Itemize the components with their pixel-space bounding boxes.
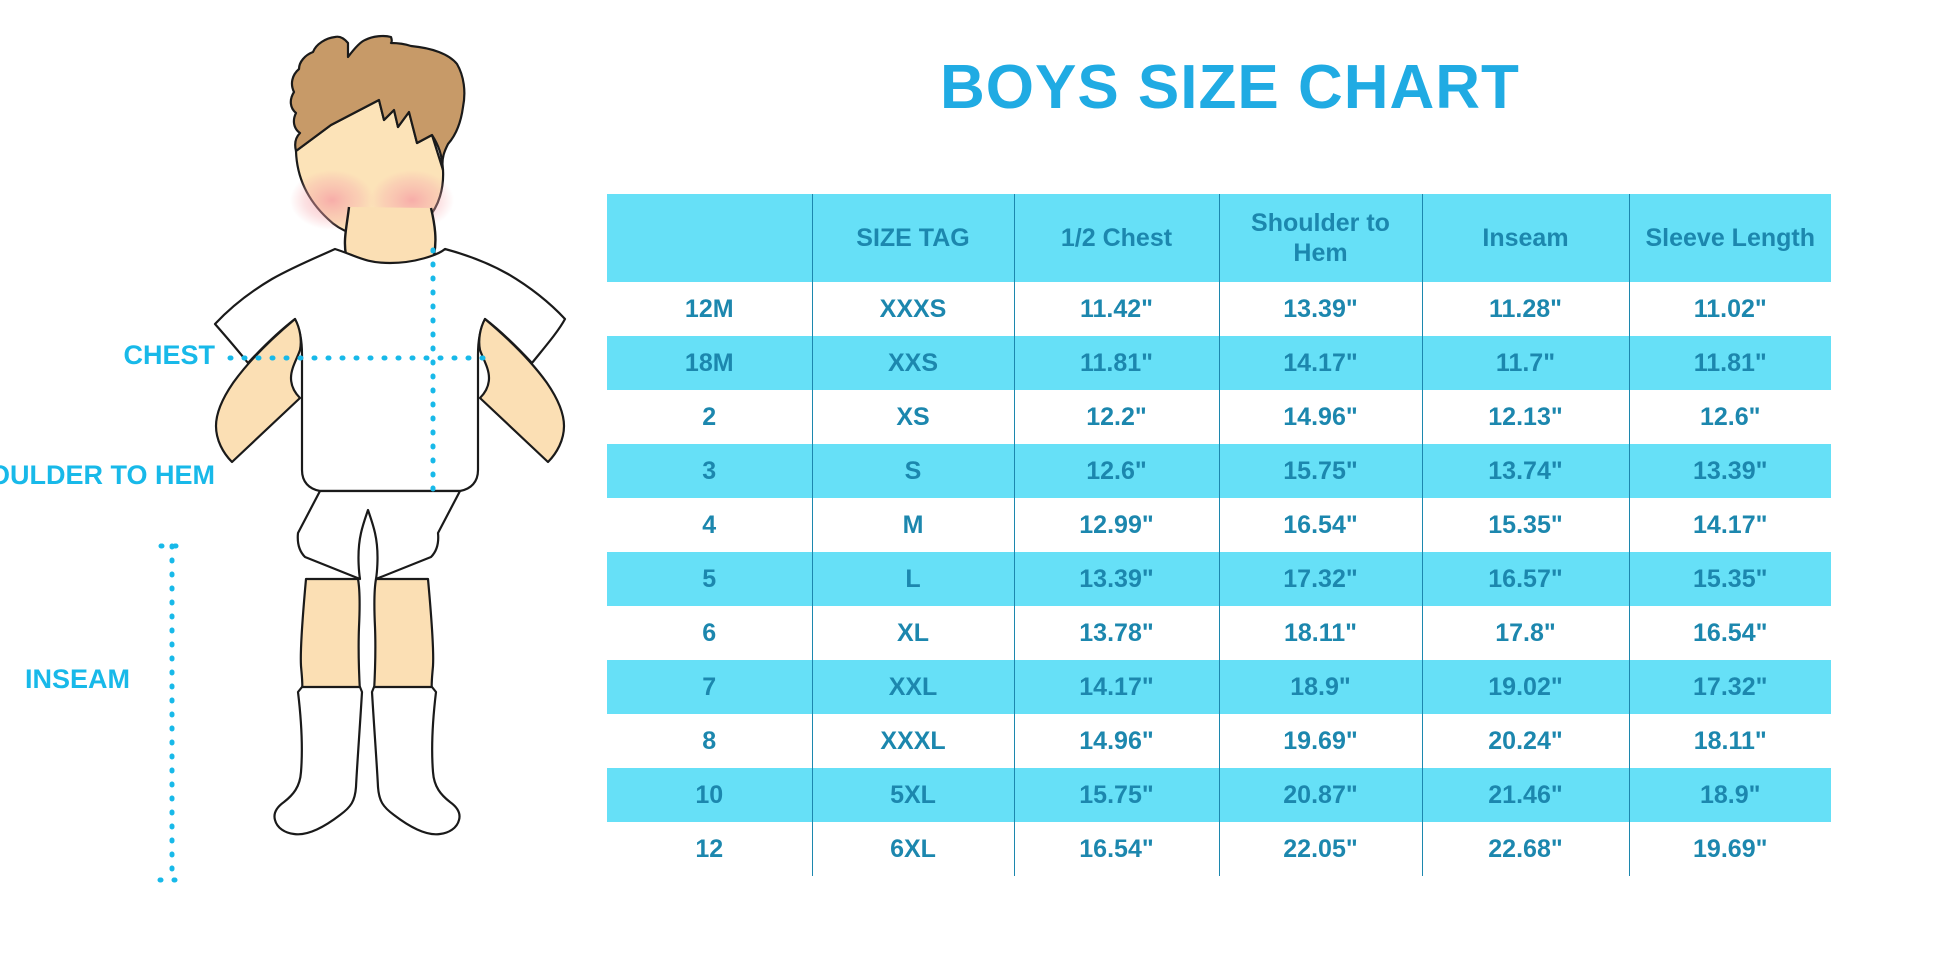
svg-text:SHOULDER TO HEM: SHOULDER TO HEM [0, 460, 215, 490]
svg-text:INSEAM: INSEAM [25, 664, 130, 694]
svg-text:CHEST: CHEST [123, 340, 215, 370]
